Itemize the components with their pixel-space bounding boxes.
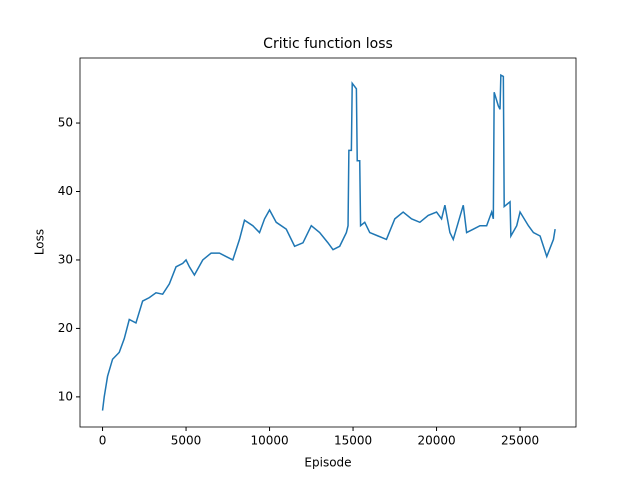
x-axis-label: Episode — [304, 456, 351, 470]
y-axis-label: Loss — [33, 229, 47, 255]
y-tick-label: 20 — [58, 321, 73, 335]
y-tick-label: 40 — [58, 184, 73, 198]
y-tick-label: 10 — [58, 389, 73, 403]
data-line — [101, 73, 556, 411]
x-tick-label: 5000 — [171, 434, 202, 448]
x-tick-label: 15000 — [334, 434, 372, 448]
x-tick-label: 0 — [99, 434, 107, 448]
x-tick-label: 20000 — [417, 434, 455, 448]
x-tick-label: 25000 — [501, 434, 539, 448]
chart-title: Critic function loss — [263, 36, 393, 52]
plot-frame — [79, 57, 577, 428]
x-tick-label: 10000 — [250, 434, 288, 448]
y-tick-label: 50 — [58, 116, 73, 130]
y-tick-label: 30 — [58, 252, 73, 266]
